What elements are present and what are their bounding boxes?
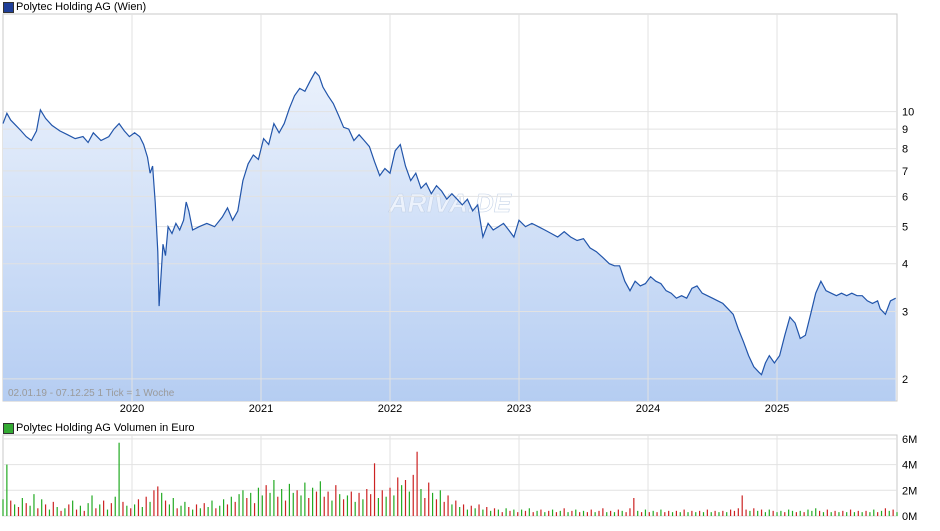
x-tick-label: 2024 xyxy=(636,403,660,415)
price-chart-title: Polytec Holding AG (Wien) xyxy=(16,1,147,13)
date-range-info: 02.01.19 - 07.12.25 1 Tick = 1 Woche xyxy=(8,388,175,399)
volume-legend-swatch xyxy=(3,423,14,434)
watermark: ARIVA.DE xyxy=(388,188,512,218)
x-tick-label: 2020 xyxy=(120,403,144,415)
volume-y-tick-label: 6M xyxy=(902,434,917,446)
price-legend-swatch xyxy=(3,2,14,13)
x-tick-label: 2021 xyxy=(249,403,273,415)
y-tick-label: 5 xyxy=(902,222,908,234)
x-tick-label: 2025 xyxy=(765,403,789,415)
y-tick-label: 9 xyxy=(902,124,908,136)
y-tick-label: 7 xyxy=(902,166,908,178)
x-tick-label: 2022 xyxy=(378,403,402,415)
price-area xyxy=(3,71,896,402)
volume-plot-frame xyxy=(2,434,898,517)
x-tick-label: 2023 xyxy=(507,403,531,415)
y-tick-label: 3 xyxy=(902,307,908,319)
y-tick-label: 4 xyxy=(902,259,908,271)
price-line xyxy=(2,70,896,376)
y-tick-label: 8 xyxy=(902,144,908,156)
y-tick-label: 6 xyxy=(902,191,908,203)
volume-chart-title: Polytec Holding AG Volumen in Euro xyxy=(16,422,195,434)
volume-y-tick-label: 2M xyxy=(902,485,917,497)
volume-y-tick-label: 4M xyxy=(902,460,917,472)
y-tick-label: 10 xyxy=(902,107,914,119)
y-tick-label: 2 xyxy=(902,374,908,386)
volume-y-tick-label: 0M xyxy=(902,511,917,523)
